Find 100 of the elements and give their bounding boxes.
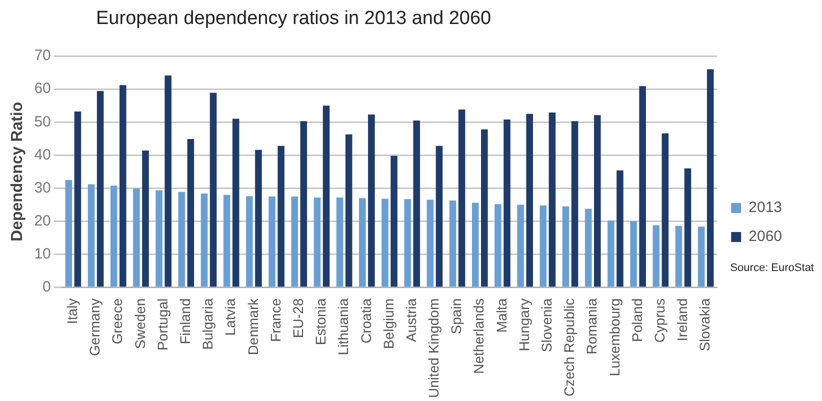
bar xyxy=(426,200,434,287)
x-tick-label: Ireland xyxy=(674,298,690,342)
bar xyxy=(436,146,443,287)
x-tick-label: EU-28 xyxy=(290,298,306,338)
x-tick-label: Belgium xyxy=(380,298,396,349)
legend-label: 2013 xyxy=(748,199,782,216)
bar xyxy=(255,150,262,287)
y-tick-label: 10 xyxy=(34,245,51,262)
x-tick-label: Germany xyxy=(86,298,103,356)
bar xyxy=(368,114,375,287)
x-tick-label: Slovenia xyxy=(538,298,555,352)
bar xyxy=(594,115,601,287)
x-tick-label: Romania xyxy=(584,298,600,354)
bar xyxy=(494,204,502,287)
bar xyxy=(630,221,637,287)
x-tick-label: Malta xyxy=(493,298,510,333)
x-tick-label: Italy xyxy=(64,298,80,324)
y-tick-label: 50 xyxy=(34,113,51,130)
source-note: Source: EuroStat xyxy=(730,262,814,274)
x-tick-label: Bulgaria xyxy=(200,298,216,350)
bar xyxy=(517,204,524,287)
bar xyxy=(187,138,194,287)
bar xyxy=(698,226,705,287)
bar xyxy=(278,146,284,287)
x-tick-label: Poland xyxy=(628,298,645,342)
legend-label: 2060 xyxy=(748,228,782,246)
bar xyxy=(178,192,186,287)
bar xyxy=(314,197,321,287)
x-tick-label: Austria xyxy=(402,298,419,342)
bar xyxy=(472,202,479,287)
bar xyxy=(345,134,352,287)
y-axis-title: Dependency Ratio xyxy=(9,102,26,242)
bar xyxy=(359,198,366,287)
bar xyxy=(223,194,230,287)
x-tick-label: France xyxy=(267,298,284,342)
y-tick-label: 20 xyxy=(34,212,51,230)
y-tick-label: 40 xyxy=(34,146,51,164)
x-tick-label: Cyprus xyxy=(652,298,668,343)
bar xyxy=(449,200,456,287)
bar xyxy=(639,86,646,287)
bar xyxy=(322,106,330,287)
bar xyxy=(562,206,570,287)
x-tick-label: Slovakia xyxy=(696,298,713,352)
x-tick-label: Portugal xyxy=(154,298,170,351)
x-tick-label: Sweden xyxy=(132,298,148,349)
bar xyxy=(156,190,162,287)
x-tick-label: Croatia xyxy=(358,298,374,344)
bar xyxy=(413,120,420,287)
bar xyxy=(382,198,388,287)
bar xyxy=(300,121,308,287)
bar xyxy=(96,91,104,287)
bar xyxy=(404,199,411,287)
x-tick-label: Hungary xyxy=(516,298,532,352)
x-tick-label: United Kingdom xyxy=(426,298,442,398)
bar xyxy=(88,184,95,287)
bar xyxy=(210,92,217,287)
bar xyxy=(675,226,682,287)
y-tick-label: 0 xyxy=(42,278,51,296)
bar xyxy=(336,197,344,287)
bar xyxy=(540,205,547,287)
y-tick-label: 70 xyxy=(34,47,51,64)
bar xyxy=(504,119,510,287)
x-tick-label: Netherlands xyxy=(470,298,487,374)
bar xyxy=(616,170,624,287)
bar xyxy=(548,112,556,287)
x-tick-label: Finland xyxy=(177,298,194,344)
bar xyxy=(110,186,118,287)
bar xyxy=(706,69,714,287)
bar xyxy=(571,121,578,287)
bar xyxy=(662,133,669,287)
chart-title: European dependency ratios in 2013 and 2060 xyxy=(96,8,492,30)
bar xyxy=(65,180,72,287)
bar xyxy=(74,112,82,287)
x-tick-label: Denmark xyxy=(244,297,261,356)
bar xyxy=(164,76,172,287)
bar xyxy=(684,168,692,287)
x-tick-label: Luxembourg xyxy=(606,298,622,376)
x-tick-label: Czech Republic xyxy=(561,298,578,396)
bar xyxy=(481,129,488,287)
bar xyxy=(390,156,398,287)
x-tick-label: Lithuania xyxy=(335,298,352,356)
x-tick-label: Latvia xyxy=(222,298,238,336)
x-tick-label: Estonia xyxy=(312,298,329,346)
y-tick-label: 60 xyxy=(34,80,51,98)
x-tick-label: Greece xyxy=(109,298,126,344)
bar xyxy=(608,220,614,287)
bar xyxy=(246,196,253,287)
bar xyxy=(652,225,660,287)
bar xyxy=(133,188,140,287)
bar xyxy=(142,150,149,287)
bar xyxy=(268,196,276,287)
bar xyxy=(458,110,466,287)
bar xyxy=(291,196,298,287)
y-tick-label: 30 xyxy=(34,179,51,196)
bar xyxy=(120,85,126,287)
bar xyxy=(232,118,240,287)
bar xyxy=(200,194,208,287)
bar xyxy=(526,114,533,287)
bar xyxy=(584,208,592,287)
x-tick-label: Spain xyxy=(448,298,464,334)
